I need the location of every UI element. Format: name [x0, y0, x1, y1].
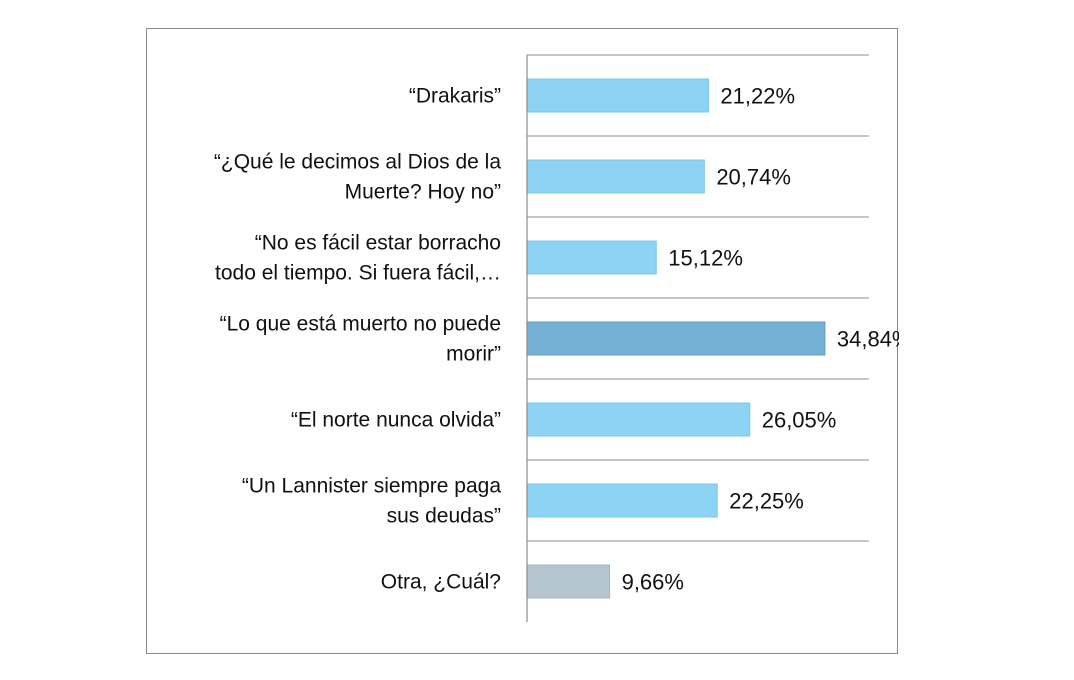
value-label: 15,12%	[668, 246, 743, 271]
category-label-line: “¿Qué le decimos al Dios de la	[214, 151, 501, 174]
value-label: 21,22%	[720, 84, 795, 109]
bar	[526, 564, 611, 599]
category-label: “Un Lannister siempre paga sus deudas”	[242, 475, 501, 528]
category-label-line: todo el tiempo. Si fuera fácil,…	[215, 262, 501, 285]
category-label: “No es fácil estar borracho todo el tiemp…	[215, 232, 501, 285]
value-labels: 21,22% 20,74% 15,12% 34,84% 26,05% 22,25% 9,66…	[622, 84, 899, 595]
bar-chart: “Drakaris” “¿Qué le decimos al Dios de la…	[214, 54, 899, 622]
value-label: 9,66%	[622, 570, 684, 595]
category-label-line: morir”	[446, 343, 501, 366]
category-label: “Lo que está muerto no puede morir”	[220, 313, 501, 366]
category-label-line: “No es fácil estar borracho	[255, 232, 501, 255]
category-labels: “Drakaris” “¿Qué le decimos al Dios de la…	[214, 85, 501, 594]
value-label: 20,74%	[716, 165, 791, 190]
gridlines	[527, 54, 869, 542]
bars	[526, 78, 826, 599]
category-label-line: “Lo que está muerto no puede	[220, 313, 501, 336]
bar	[526, 159, 705, 194]
bar	[526, 402, 751, 437]
category-label-line: “Un Lannister siempre paga	[242, 475, 501, 498]
category-label: “¿Qué le decimos al Dios de la Muerte? Ho…	[214, 151, 501, 204]
value-label: 22,25%	[729, 489, 804, 514]
category-label-line: “El norte nunca olvida”	[291, 409, 501, 432]
category-label: “Drakaris”	[409, 85, 501, 108]
category-label: “El norte nunca olvida”	[291, 409, 501, 432]
category-label-line: sus deudas”	[387, 505, 501, 528]
category-label: Otra, ¿Cuál?	[381, 571, 501, 594]
category-label-line: Muerte? Hoy no”	[345, 181, 501, 204]
category-label-line: Otra, ¿Cuál?	[381, 571, 501, 594]
bar	[526, 321, 826, 356]
value-label: 26,05%	[762, 408, 837, 433]
chart-frame: “Drakaris” “¿Qué le decimos al Dios de la…	[146, 28, 899, 654]
category-label-line: “Drakaris”	[409, 85, 501, 108]
bar	[526, 78, 709, 113]
bar	[526, 483, 718, 518]
bar	[526, 240, 657, 275]
value-label: 34,84%	[837, 327, 899, 352]
